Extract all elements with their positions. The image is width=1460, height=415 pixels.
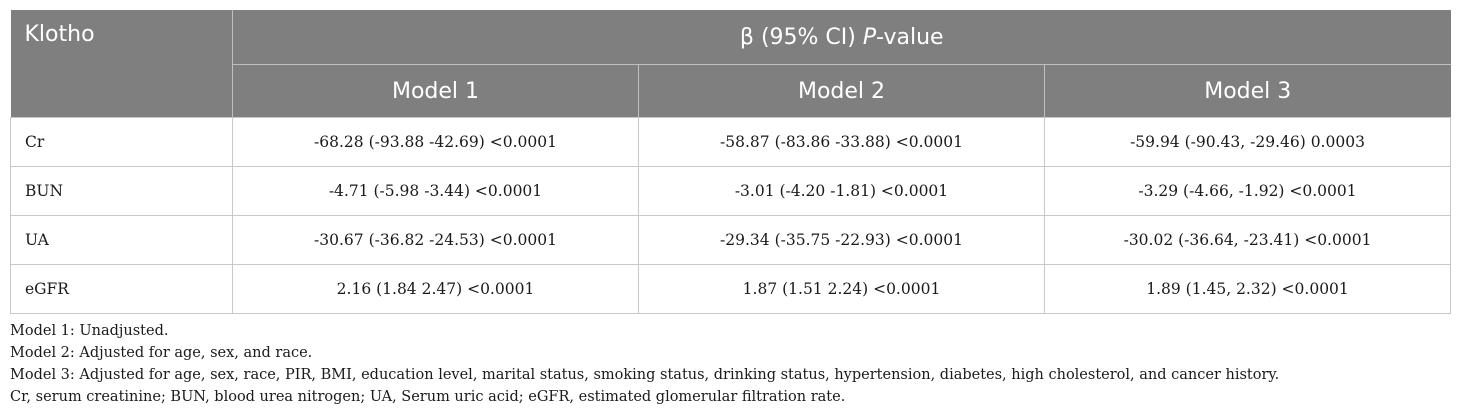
- table-cell: -3.01 (-4.20 -1.81) <0.0001: [638, 166, 1045, 216]
- group-header-prefix: β (95% CI): [739, 24, 863, 50]
- corner-header: Klotho: [10, 10, 233, 118]
- header-row-models: Model 1 Model 2 Model 3: [11, 64, 1451, 118]
- footnote: Model 2: Adjusted for age, sex, and race…: [10, 345, 313, 361]
- table-cell: -68.28 (-93.88 -42.69) <0.0001: [232, 117, 639, 167]
- table-cell: -4.71 (-5.98 -3.44) <0.0001: [232, 166, 639, 216]
- row-label: UA: [10, 215, 233, 265]
- table-row: Cr -68.28 (-93.88 -42.69) <0.0001 -58.87…: [10, 117, 1452, 167]
- table-cell: -29.34 (-35.75 -22.93) <0.0001: [638, 215, 1045, 265]
- table-row: UA -30.67 (-36.82 -24.53) <0.0001 -29.34…: [10, 215, 1452, 265]
- footnote: Model 3: Adjusted for age, sex, race, PI…: [10, 367, 1280, 383]
- column-header-model-1: Model 1: [232, 64, 639, 118]
- group-header: β (95% CI) P-value: [231, 10, 1451, 65]
- row-label: Cr: [10, 117, 233, 167]
- regression-results-table: Klotho β (95% CI) P-value Model 1 Model …: [10, 10, 1452, 314]
- table-footnotes: Model 1: Unadjusted. Model 2: Adjusted f…: [10, 320, 1450, 408]
- group-header-italic: P: [862, 24, 877, 50]
- table-cell: -30.02 (-36.64, -23.41) <0.0001: [1043, 215, 1452, 265]
- table-row: eGFR 2.16 (1.84 2.47) <0.0001 1.87 (1.51…: [10, 264, 1452, 314]
- table-cell: -59.94 (-90.43, -29.46) 0.0003: [1043, 117, 1452, 167]
- table-cell: -30.67 (-36.82 -24.53) <0.0001: [232, 215, 639, 265]
- footnote: Model 1: Unadjusted.: [10, 323, 169, 339]
- column-header-model-2: Model 2: [638, 64, 1045, 118]
- row-label: BUN: [10, 166, 233, 216]
- table-cell: -3.29 (-4.66, -1.92) <0.0001: [1043, 166, 1452, 216]
- table-cell: -58.87 (-83.86 -33.88) <0.0001: [638, 117, 1045, 167]
- group-header-suffix: -value: [876, 24, 944, 50]
- table-cell: 1.87 (1.51 2.24) <0.0001: [638, 264, 1045, 314]
- header-row-group: Klotho β (95% CI) P-value: [10, 10, 1451, 118]
- row-label: eGFR: [10, 264, 233, 314]
- table-cell: 1.89 (1.45, 2.32) <0.0001: [1043, 264, 1452, 314]
- column-header-model-3: Model 3: [1043, 64, 1451, 118]
- table-body: Cr -68.28 (-93.88 -42.69) <0.0001 -58.87…: [10, 117, 1452, 314]
- table-header: Klotho β (95% CI) P-value Model 1 Model …: [10, 10, 1451, 118]
- results-table-container: Klotho β (95% CI) P-value Model 1 Model …: [10, 10, 1452, 408]
- table-row: BUN -4.71 (-5.98 -3.44) <0.0001 -3.01 (-…: [10, 166, 1452, 216]
- table-cell: 2.16 (1.84 2.47) <0.0001: [232, 264, 639, 314]
- footnote: Cr, serum creatinine; BUN, blood urea ni…: [10, 389, 846, 405]
